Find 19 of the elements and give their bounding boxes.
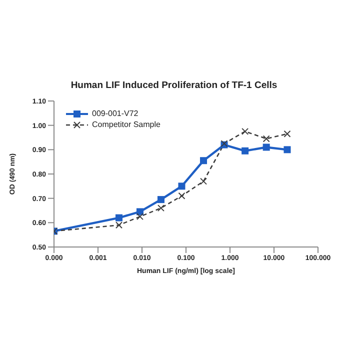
legend-label: 009-001-V72 (92, 108, 138, 119)
point (178, 182, 186, 190)
point (200, 157, 208, 164)
point (157, 196, 164, 204)
point (262, 135, 270, 142)
point (115, 214, 122, 222)
point (242, 147, 249, 154)
legend-label: Competitor Sample (92, 119, 160, 130)
point (200, 178, 208, 185)
point (242, 128, 249, 135)
point (157, 204, 164, 212)
point (284, 130, 291, 138)
point (136, 213, 144, 220)
point (262, 144, 270, 151)
point (115, 222, 122, 229)
point (136, 208, 144, 216)
point (178, 192, 186, 200)
point (284, 146, 291, 154)
chart-title: Human LIF Induced Proliferation of TF-1 Cells (70, 80, 278, 91)
